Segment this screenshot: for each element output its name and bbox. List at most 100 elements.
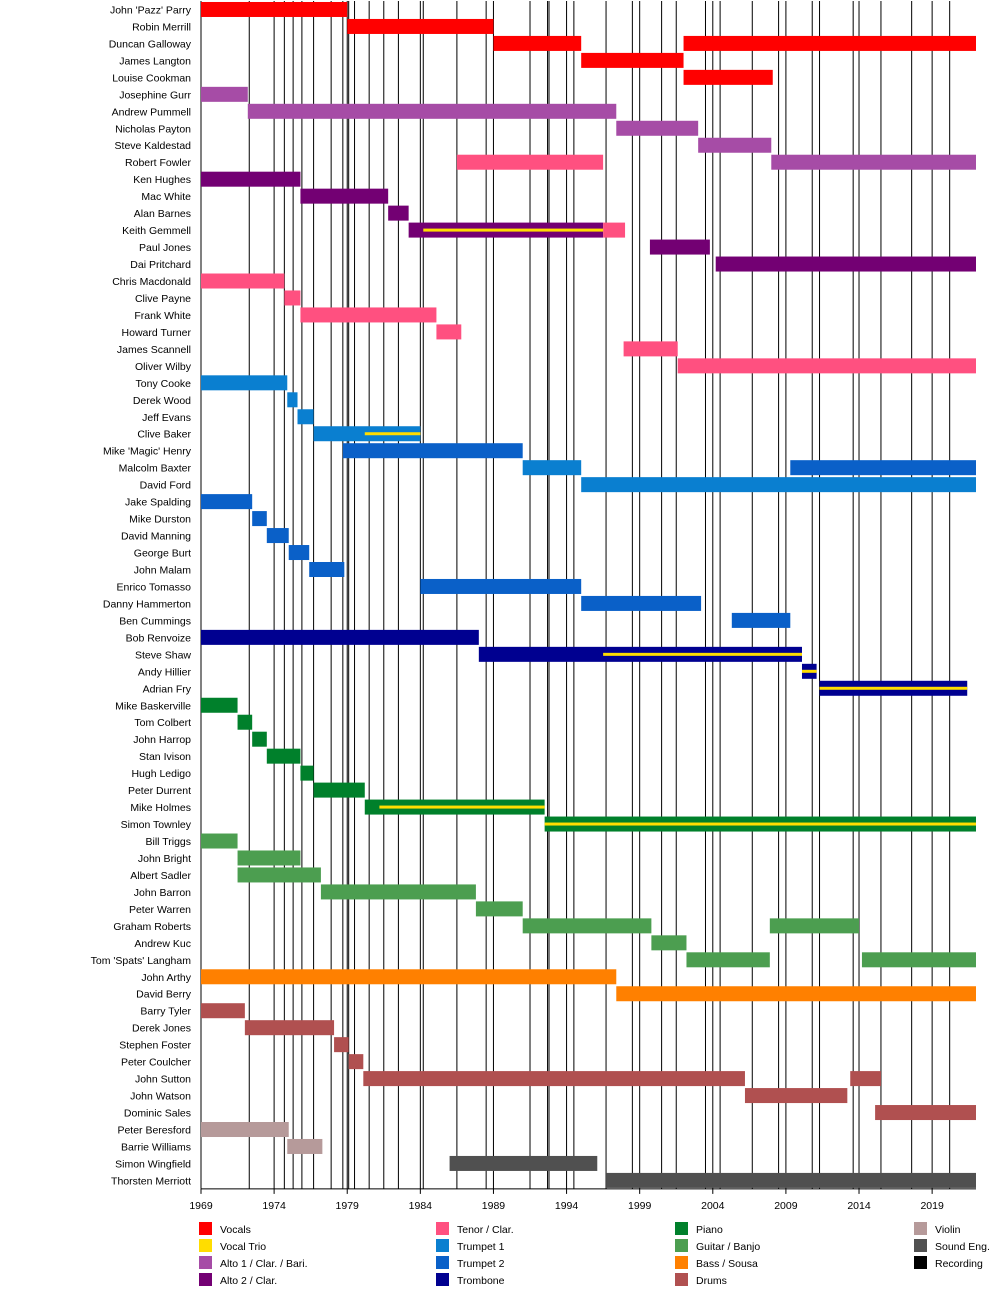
bar-hugh-ledigo-1 [300, 765, 314, 781]
member-label-danny-hammerton: Danny Hammerton [103, 598, 191, 610]
legend-label-piano: Piano [696, 1224, 723, 1236]
year-gridlines [200, 1, 951, 1189]
trio-bar-keith-gemmell-1 [423, 228, 604, 232]
membership-bars [201, 1, 976, 1188]
bar-derek-jones-1 [244, 1020, 335, 1036]
trio-bar-andy-hillier-1 [801, 669, 817, 673]
legend-swatch-alto2 [199, 1273, 212, 1286]
bar-ken-hughes-1 [201, 171, 301, 187]
bar-peter-coulcher-1 [348, 1054, 364, 1070]
legend-label-alto1: Alto 1 / Clar. / Bari. [220, 1258, 308, 1270]
member-label-dominic-sales: Dominic Sales [124, 1108, 191, 1120]
bar-john-sutton-1 [363, 1071, 745, 1087]
x-tick-label-1984: 1984 [409, 1200, 433, 1212]
member-label-bill-triggs: Bill Triggs [145, 836, 191, 848]
member-label-louise-cookman: Louise Cookman [112, 72, 191, 84]
member-label-mike-durston: Mike Durston [129, 514, 191, 526]
bar-nicholas-payton-1 [616, 120, 699, 136]
member-label-tom-colbert: Tom Colbert [134, 717, 191, 729]
legend-swatch-drums [675, 1273, 688, 1286]
bar-dai-pritchard-1 [715, 256, 976, 272]
x-tick-label-1999: 1999 [628, 1200, 652, 1212]
member-label-george-burt: George Burt [134, 548, 191, 560]
bar-andrew-kuc-1 [651, 935, 687, 951]
member-label-john-watson: John Watson [130, 1091, 191, 1103]
member-label-thorsten-merriott: Thorsten Merriott [111, 1175, 191, 1187]
x-tick-label-1974: 1974 [262, 1200, 286, 1212]
bar-thorsten-merriott-1 [606, 1172, 976, 1188]
member-label-john-arthy: John Arthy [141, 972, 191, 984]
bar-mike-baskerville-1 [201, 697, 238, 713]
legend-label-trio: Vocal Trio [220, 1241, 266, 1253]
bar-louise-cookman-1 [683, 69, 773, 85]
member-label-john-malam: John Malam [134, 564, 191, 576]
member-label-ken-hughes: Ken Hughes [133, 174, 191, 186]
x-tick-label-1989: 1989 [482, 1200, 506, 1212]
bar-malcolm-baxter-1 [522, 460, 582, 476]
bar-tom-spats-langham-2 [861, 952, 976, 968]
member-label-andy-hillier: Andy Hillier [138, 666, 192, 678]
x-tick-label-1994: 1994 [555, 1200, 579, 1212]
bar-robert-fowler-1 [456, 154, 604, 170]
bar-josephine-gurr-1 [201, 86, 248, 102]
member-label-ben-cummings: Ben Cummings [119, 615, 191, 627]
member-label-simon-wingfield: Simon Wingfield [115, 1158, 191, 1170]
bar-derek-wood-1 [287, 392, 298, 408]
bar-graham-roberts-2 [769, 918, 860, 934]
legend-label-rec: Recording [935, 1258, 983, 1270]
bar-alan-barnes-1 [388, 205, 409, 221]
member-label-mac-white: Mac White [141, 191, 191, 203]
member-label-steve-kaldestad: Steve Kaldestad [115, 140, 192, 152]
bar-tom-colbert-1 [237, 714, 253, 730]
bar-andrew-pummell-1 [247, 103, 617, 119]
legend: Vocals Vocal Trio Alto 1 / Clar. / Bari. Al… [199, 1222, 990, 1287]
bar-james-scannell-1 [623, 341, 678, 357]
bar-bob-renvoize-1 [201, 629, 479, 645]
member-label-albert-sadler: Albert Sadler [130, 870, 191, 882]
member-label-robert-fowler: Robert Fowler [125, 157, 191, 169]
member-label-peter-beresford: Peter Beresford [117, 1125, 191, 1137]
bar-bill-triggs-1 [201, 833, 238, 849]
bar-mac-white-1 [300, 188, 389, 204]
bar-john-sutton-2 [850, 1071, 881, 1087]
legend-swatch-alto1 [199, 1256, 212, 1269]
member-label-tom-spats-langham: Tom 'Spats' Langham [91, 955, 192, 967]
bar-david-ford-1 [581, 477, 976, 493]
x-tick-label-1979: 1979 [336, 1200, 360, 1212]
x-tick-label-2009: 2009 [774, 1200, 798, 1212]
x-tick-label-2019: 2019 [920, 1200, 944, 1212]
bar-david-manning-1 [266, 528, 289, 544]
member-label-mike-holmes: Mike Holmes [130, 802, 191, 814]
bar-howard-turner-1 [436, 324, 462, 340]
legend-swatch-piano [675, 1222, 688, 1235]
bar-stan-ivison-1 [266, 748, 301, 764]
bar-graham-roberts-1 [522, 918, 652, 934]
legend-label-drums: Drums [696, 1275, 727, 1287]
bar-john-malam-1 [309, 561, 345, 577]
bar-mike-magic-henry-1 [342, 443, 523, 459]
member-label-enrico-tomasso: Enrico Tomasso [116, 581, 191, 593]
legend-label-sound: Sound Eng. [935, 1241, 990, 1253]
bar-john-watson-1 [744, 1088, 848, 1104]
bar-john-arthy-1 [201, 969, 617, 985]
legend-swatch-tenor [436, 1222, 449, 1235]
member-label-clive-payne: Clive Payne [135, 293, 191, 305]
legend-swatch-tp2 [436, 1256, 449, 1269]
legend-swatch-violin [914, 1222, 927, 1235]
bar-john-pazz-parry-1 [201, 1, 348, 17]
member-label-dai-pritchard: Dai Pritchard [130, 259, 191, 271]
member-label-josephine-gurr: Josephine Gurr [119, 89, 191, 101]
member-label-mike-baskerville: Mike Baskerville [115, 700, 191, 712]
x-tick-label-2014: 2014 [847, 1200, 871, 1212]
member-label-james-langton: James Langton [119, 55, 191, 67]
member-label-john-harrop: John Harrop [133, 734, 191, 746]
member-label-derek-wood: Derek Wood [133, 395, 191, 407]
bar-paul-jones-1 [649, 239, 710, 255]
member-label-duncan-galloway: Duncan Galloway [109, 38, 192, 50]
legend-swatch-tp1 [436, 1239, 449, 1252]
member-label-john-bright: John Bright [138, 853, 191, 865]
member-label-barrie-williams: Barrie Williams [121, 1141, 191, 1153]
member-label-alan-barnes: Alan Barnes [134, 208, 191, 220]
member-label-clive-baker: Clive Baker [137, 429, 191, 441]
